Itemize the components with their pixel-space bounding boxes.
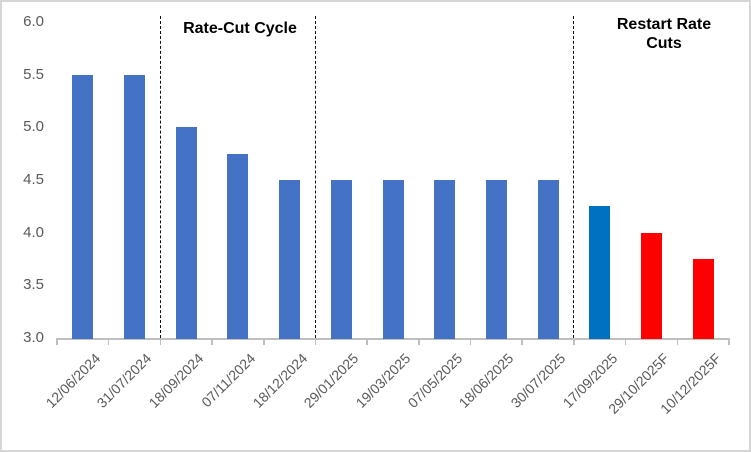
x-axis-label-text: 30/07/2025 [507,350,569,411]
x-axis-tick [159,338,162,345]
x-axis-tick [56,338,58,345]
bar [175,127,197,339]
annotation-label: Rate-Cut Cycle [183,20,297,37]
bar [124,74,146,339]
x-axis-label-text: 18/09/2024 [145,350,207,411]
x-axis-tick [521,338,523,345]
bar [330,180,352,339]
x-axis-tick [366,338,368,345]
x-axis-tick [573,338,575,345]
x-axis-label-text: 31/07/2024 [93,350,155,411]
y-axis-label: 5.5 [23,65,44,83]
x-axis-tick [107,338,110,345]
x-axis-label-text: 18/12/2024 [249,350,310,411]
x-axis-label-text: 19/03/2025 [352,350,414,411]
x-axis-label-text: 07/05/2025 [404,350,466,411]
bar [434,180,456,339]
bar [227,153,249,339]
bar [382,180,404,339]
x-axis-tick [728,338,730,345]
x-axis-label-text: 07/11/2024 [198,350,259,411]
divider-line [573,16,575,338]
bar [279,180,301,339]
bar [589,206,611,339]
y-axis-label: 5.0 [23,118,44,136]
x-axis-tick [676,338,679,345]
bar [640,232,662,339]
divider-line [159,16,161,338]
y-axis-label: 3.5 [23,276,44,294]
annotation-label: Restart Rate Cuts [616,16,712,52]
x-axis-tick [263,338,265,345]
y-axis-label: 4.0 [23,223,44,241]
bar [537,180,559,339]
x-axis-line [56,338,730,340]
x-axis-tick [211,338,213,345]
bar [692,259,714,339]
x-axis-label-text: 29/01/2025 [300,350,362,411]
bar [485,180,507,339]
x-axis-tick [314,338,317,345]
y-axis-label: 3.0 [23,329,44,346]
y-axis-label: 6.0 [23,13,44,30]
bar [72,74,94,339]
y-axis-label: 4.5 [23,171,44,188]
x-axis-label-text: 12/06/2024 [42,350,104,411]
x-axis-tick [418,338,420,345]
divider-line [314,16,316,338]
x-axis-tick [469,338,472,345]
x-axis-label-text: 18/06/2025 [455,350,517,411]
x-axis-tick [624,338,627,345]
